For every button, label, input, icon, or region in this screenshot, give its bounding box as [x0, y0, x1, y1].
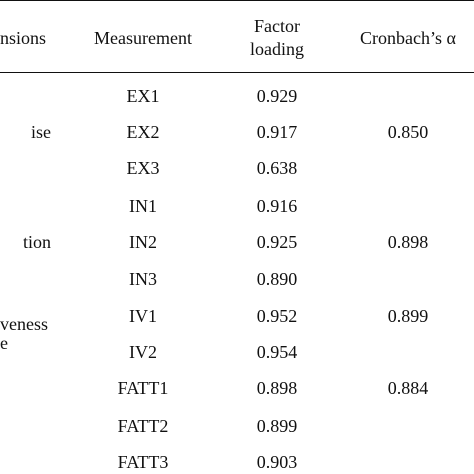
table-cell-loading: 0.929	[256, 86, 298, 106]
table-cell-measurement: EX3	[126, 158, 160, 178]
table-cell-measurement: FATT1	[117, 378, 169, 398]
table-cell-measurement: IN1	[129, 196, 157, 216]
table-cell-cronbach: 0.898	[387, 232, 429, 252]
header-dimensions: nsions	[0, 28, 47, 48]
table-cell-measurement: FATT2	[117, 416, 169, 436]
table-cell-measurement: EX1	[126, 86, 160, 106]
table-cell-loading: 0.917	[256, 122, 298, 142]
table-cell-loading: 0.899	[256, 416, 298, 436]
header-factor-loading-line2: loading	[250, 39, 304, 59]
header-factor-loading-line1: Factor	[254, 16, 300, 36]
dimension-label: veness	[0, 314, 48, 334]
table-cell-loading: 0.890	[256, 269, 298, 289]
table-cell-measurement: IV2	[129, 342, 157, 362]
table-cell-measurement: IN3	[129, 269, 157, 289]
table-cell-loading: 0.638	[256, 158, 298, 178]
header-measurement: Measurement	[94, 28, 192, 48]
table-cell-loading: 0.898	[256, 378, 298, 398]
table-top-rule	[0, 0, 474, 1]
table-cell-measurement: IN2	[129, 232, 157, 252]
table-cell-loading: 0.954	[256, 342, 298, 362]
table-cell-loading: 0.925	[256, 232, 298, 252]
table-cell-cronbach: 0.850	[387, 122, 429, 142]
dimension-label: ise	[31, 122, 51, 142]
table-cell-loading: 0.916	[256, 196, 298, 216]
dimension-label: e	[0, 333, 8, 353]
header-rule	[0, 72, 474, 73]
table-cell-cronbach: 0.899	[387, 306, 429, 326]
table-cell-measurement: FATT3	[117, 452, 169, 472]
table-cell-measurement: EX2	[126, 122, 160, 142]
table-cell-loading: 0.903	[256, 452, 298, 472]
dimension-label: tion	[22, 232, 51, 252]
header-cronbach-alpha: Cronbach’s α	[360, 28, 456, 48]
table-cell-loading: 0.952	[256, 306, 298, 326]
table-cell-measurement: IV1	[129, 306, 157, 326]
table-cell-cronbach: 0.884	[387, 378, 429, 398]
